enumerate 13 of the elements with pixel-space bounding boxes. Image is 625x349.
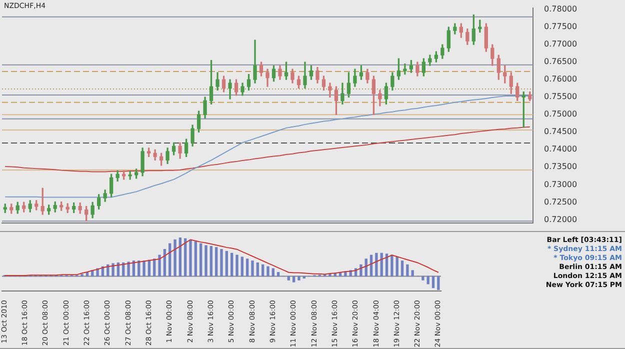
y-tick-label: 0.72500 (544, 197, 578, 206)
y-tick-label: 0.73000 (544, 180, 578, 189)
y-tick-label: 0.74500 (544, 127, 578, 136)
y-tick-label: 0.74000 (544, 144, 578, 154)
y-tick-label: 0.73500 (544, 162, 578, 172)
y-tick-label: 0.77500 (544, 22, 578, 32)
y-tick-label: 0.75000 (544, 110, 578, 119)
y-tick-label: 0.76000 (544, 74, 578, 84)
y-tick-label: 0.72000 (544, 214, 578, 224)
y-tick-label: 0.78000 (544, 4, 578, 14)
y-tick-label: 0.76500 (544, 57, 578, 66)
y-tick-label: 0.77000 (544, 40, 578, 49)
y-tick-label: 0.75500 (544, 92, 578, 102)
